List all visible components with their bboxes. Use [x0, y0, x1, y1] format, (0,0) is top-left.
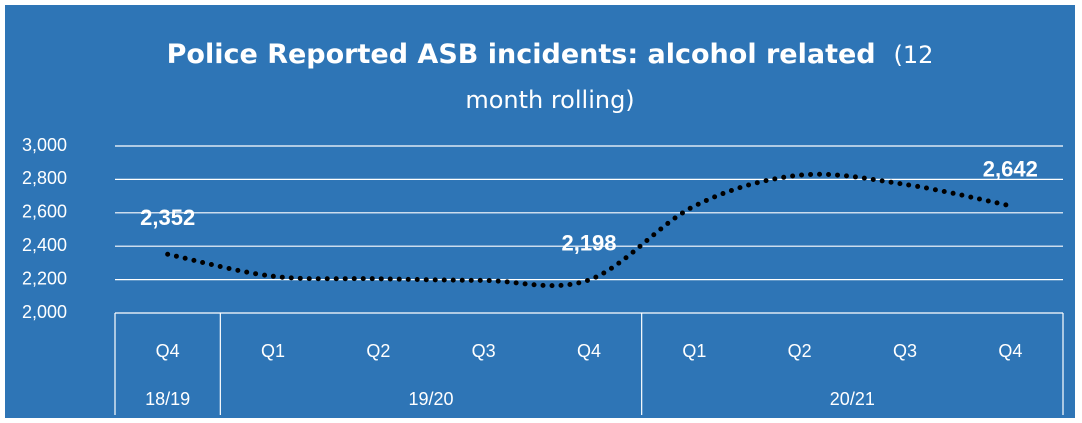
- x-tick-label: Q1: [261, 341, 285, 361]
- x-group-label: 19/20: [408, 389, 453, 409]
- data-label: 2,642: [983, 157, 1038, 182]
- data-label: 2,352: [140, 205, 195, 230]
- data-label: 2,198: [561, 231, 616, 256]
- y-tick-label: 2,200: [22, 268, 67, 288]
- y-tick-label: 2,400: [22, 235, 67, 255]
- y-tick-label: 3,000: [22, 135, 67, 155]
- y-tick-label: 2,000: [22, 302, 67, 322]
- chart-background: [5, 5, 1075, 418]
- y-tick-label: 2,800: [22, 168, 67, 188]
- x-tick-label: Q4: [577, 341, 601, 361]
- x-tick-label: Q1: [682, 341, 706, 361]
- x-group-label: 20/21: [830, 389, 875, 409]
- x-tick-label: Q4: [998, 341, 1022, 361]
- chart-title: Police Reported ASB incidents: alcohol r…: [166, 39, 876, 70]
- x-tick-label: Q2: [366, 341, 390, 361]
- y-tick-label: 2,600: [22, 202, 67, 222]
- x-tick-label: Q3: [472, 341, 496, 361]
- line-series: [165, 171, 1013, 289]
- x-group-label: 18/19: [145, 389, 190, 409]
- title-block: Police Reported ASB incidents: alcohol r…: [150, 32, 950, 122]
- x-tick-label: Q3: [893, 341, 917, 361]
- chart-subtitle: (12 month rolling): [465, 41, 934, 114]
- x-tick-label: Q4: [156, 341, 180, 361]
- x-tick-label: Q2: [788, 341, 812, 361]
